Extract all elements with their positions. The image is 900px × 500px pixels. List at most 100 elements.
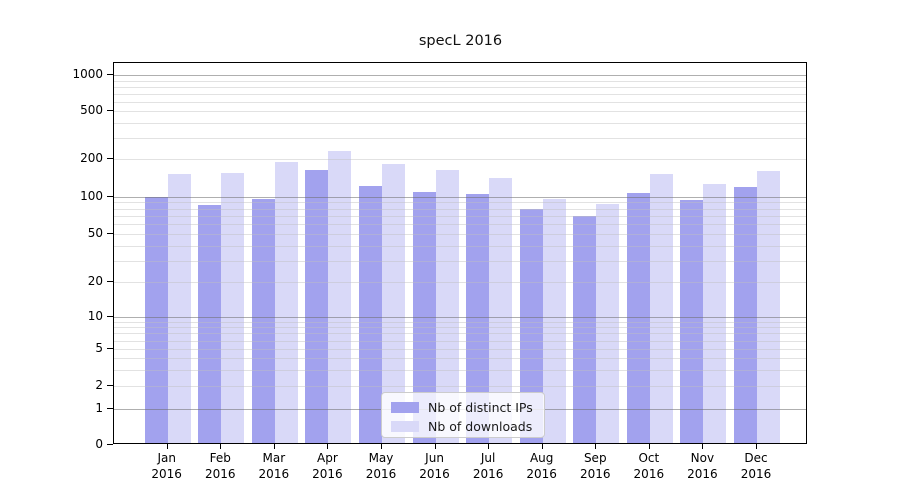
x-tick-label-line: Jan: [157, 451, 176, 465]
x-tick-label-line: 2016: [419, 466, 450, 481]
bar-nb-of-downloads-aug: [542, 199, 566, 443]
minor-gridline: [114, 282, 806, 283]
x-tick-label: Mar 2016: [246, 451, 302, 482]
x-tick-label: Feb 2016: [192, 451, 248, 482]
bar-nb-of-downloads-feb: [221, 173, 245, 443]
y-tick-mark: [107, 407, 113, 409]
y-tick-label: 5: [95, 341, 103, 355]
bar-nb-of-downloads-mar: [274, 162, 298, 443]
chart-title: specL 2016: [418, 33, 503, 49]
x-tick-mark: [755, 444, 757, 449]
bar-nb-of-downloads-jan: [167, 173, 191, 443]
bar-nb-of-distinct-ips-apr: [305, 169, 329, 443]
minor-gridline: [114, 111, 806, 113]
x-tick-label-line: Jun: [425, 451, 444, 465]
minor-gridline: [114, 386, 806, 387]
y-tick-mark: [107, 110, 113, 112]
x-tick-mark: [488, 444, 490, 449]
x-tick-label-line: 2016: [740, 466, 772, 481]
minor-gridline: [114, 216, 806, 218]
major-gridline: [114, 317, 806, 318]
y-tick-mark: [107, 443, 113, 445]
x-tick-label: Jun 2016: [407, 451, 463, 482]
bar-nb-of-downloads-jun: [435, 169, 459, 443]
x-tick-label-line: 2016: [526, 466, 557, 481]
x-tick-mark: [166, 444, 168, 449]
minor-gridline: [114, 101, 806, 103]
minor-gridline: [114, 245, 806, 247]
minor-gridline: [114, 224, 806, 226]
x-tick-label-line: 2016: [472, 466, 504, 481]
y-tick-label: 1000: [72, 67, 103, 81]
x-tick-label-line: Feb: [209, 451, 231, 465]
major-gridline: [114, 75, 806, 76]
plot-area: [113, 62, 807, 444]
y-tick-label: 20: [87, 274, 103, 288]
bar-nb-of-downloads-oct: [649, 174, 673, 443]
x-tick-label: Nov 2016: [674, 451, 730, 482]
x-tick-label-line: Aug: [529, 451, 554, 465]
y-tick-label: 200: [80, 151, 103, 166]
bar-nb-of-downloads-sep: [596, 204, 620, 443]
legend-item-label: Nb of distinct IPs: [428, 400, 533, 415]
bar-nb-of-distinct-ips-sep: [573, 216, 597, 443]
x-tick-label: Jan 2016: [139, 451, 195, 482]
x-tick-label-line: Sep: [583, 451, 607, 465]
y-tick-mark: [107, 158, 113, 160]
bar-nb-of-downloads-dec: [756, 170, 780, 443]
y-tick-label: 0: [95, 436, 103, 451]
x-tick-mark: [702, 444, 704, 449]
minor-gridline: [114, 208, 806, 210]
y-tick-label: 100: [80, 188, 103, 203]
x-tick-label-line: Oct: [638, 451, 660, 465]
legend-swatch-distinct-ips: [391, 402, 419, 413]
y-tick-mark: [107, 74, 113, 75]
minor-gridline: [114, 122, 806, 124]
x-tick-label: Aug 2016: [514, 451, 570, 482]
x-tick-mark: [648, 444, 650, 449]
x-tick-label-line: 2016: [151, 466, 182, 481]
x-tick-label-line: 2016: [687, 466, 718, 481]
minor-gridline: [114, 358, 806, 359]
minor-gridline: [114, 327, 806, 329]
bar-nb-of-distinct-ips-dec: [733, 187, 757, 443]
bar-nb-of-distinct-ips-mar: [251, 199, 275, 443]
y-tick-mark: [107, 316, 113, 317]
minor-gridline: [114, 321, 806, 323]
y-tick-label: 10: [87, 309, 103, 323]
bar-nb-of-distinct-ips-jul: [466, 194, 490, 443]
legend-item: Nb of distinct IPs: [391, 398, 535, 417]
x-tick-label-line: 2016: [365, 466, 397, 481]
minor-gridline: [114, 349, 806, 350]
bar-nb-of-distinct-ips-jan: [144, 196, 168, 443]
bar-nb-of-distinct-ips-aug: [519, 209, 543, 443]
x-tick-label-line: 2016: [633, 466, 665, 481]
y-tick-mark: [107, 233, 113, 235]
bar-nb-of-downloads-apr: [328, 151, 352, 443]
y-tick-mark: [107, 281, 113, 282]
legend-item: Nb of downloads: [391, 417, 535, 436]
x-tick-mark: [380, 444, 382, 449]
minor-gridline: [114, 340, 806, 342]
minor-gridline: [114, 369, 806, 371]
x-tick-label-line: Nov: [690, 451, 715, 465]
bar-nb-of-distinct-ips-nov: [680, 200, 704, 443]
y-tick-label: 1: [95, 400, 103, 415]
bar-nb-of-downloads-nov: [703, 183, 727, 443]
x-tick-mark: [220, 444, 222, 449]
x-tick-label: Dec 2016: [728, 451, 784, 482]
x-tick-label: Jul 2016: [460, 451, 516, 482]
bar-nb-of-downloads-may: [381, 163, 405, 443]
bar-nb-of-distinct-ips-feb: [198, 204, 222, 443]
minor-gridline: [114, 333, 806, 335]
major-gridline: [114, 196, 806, 198]
x-tick-label: May 2016: [353, 451, 409, 482]
legend-swatch-downloads: [391, 421, 419, 432]
legend: Nb of distinct IPs Nb of downloads: [381, 392, 545, 438]
x-tick-label: Apr 2016: [299, 451, 355, 482]
x-tick-mark: [327, 444, 329, 449]
x-tick-label-line: 2016: [258, 466, 290, 481]
y-tick-mark: [107, 348, 113, 349]
bar-nb-of-distinct-ips-may: [358, 185, 382, 443]
x-tick-label-line: Dec: [744, 451, 768, 465]
